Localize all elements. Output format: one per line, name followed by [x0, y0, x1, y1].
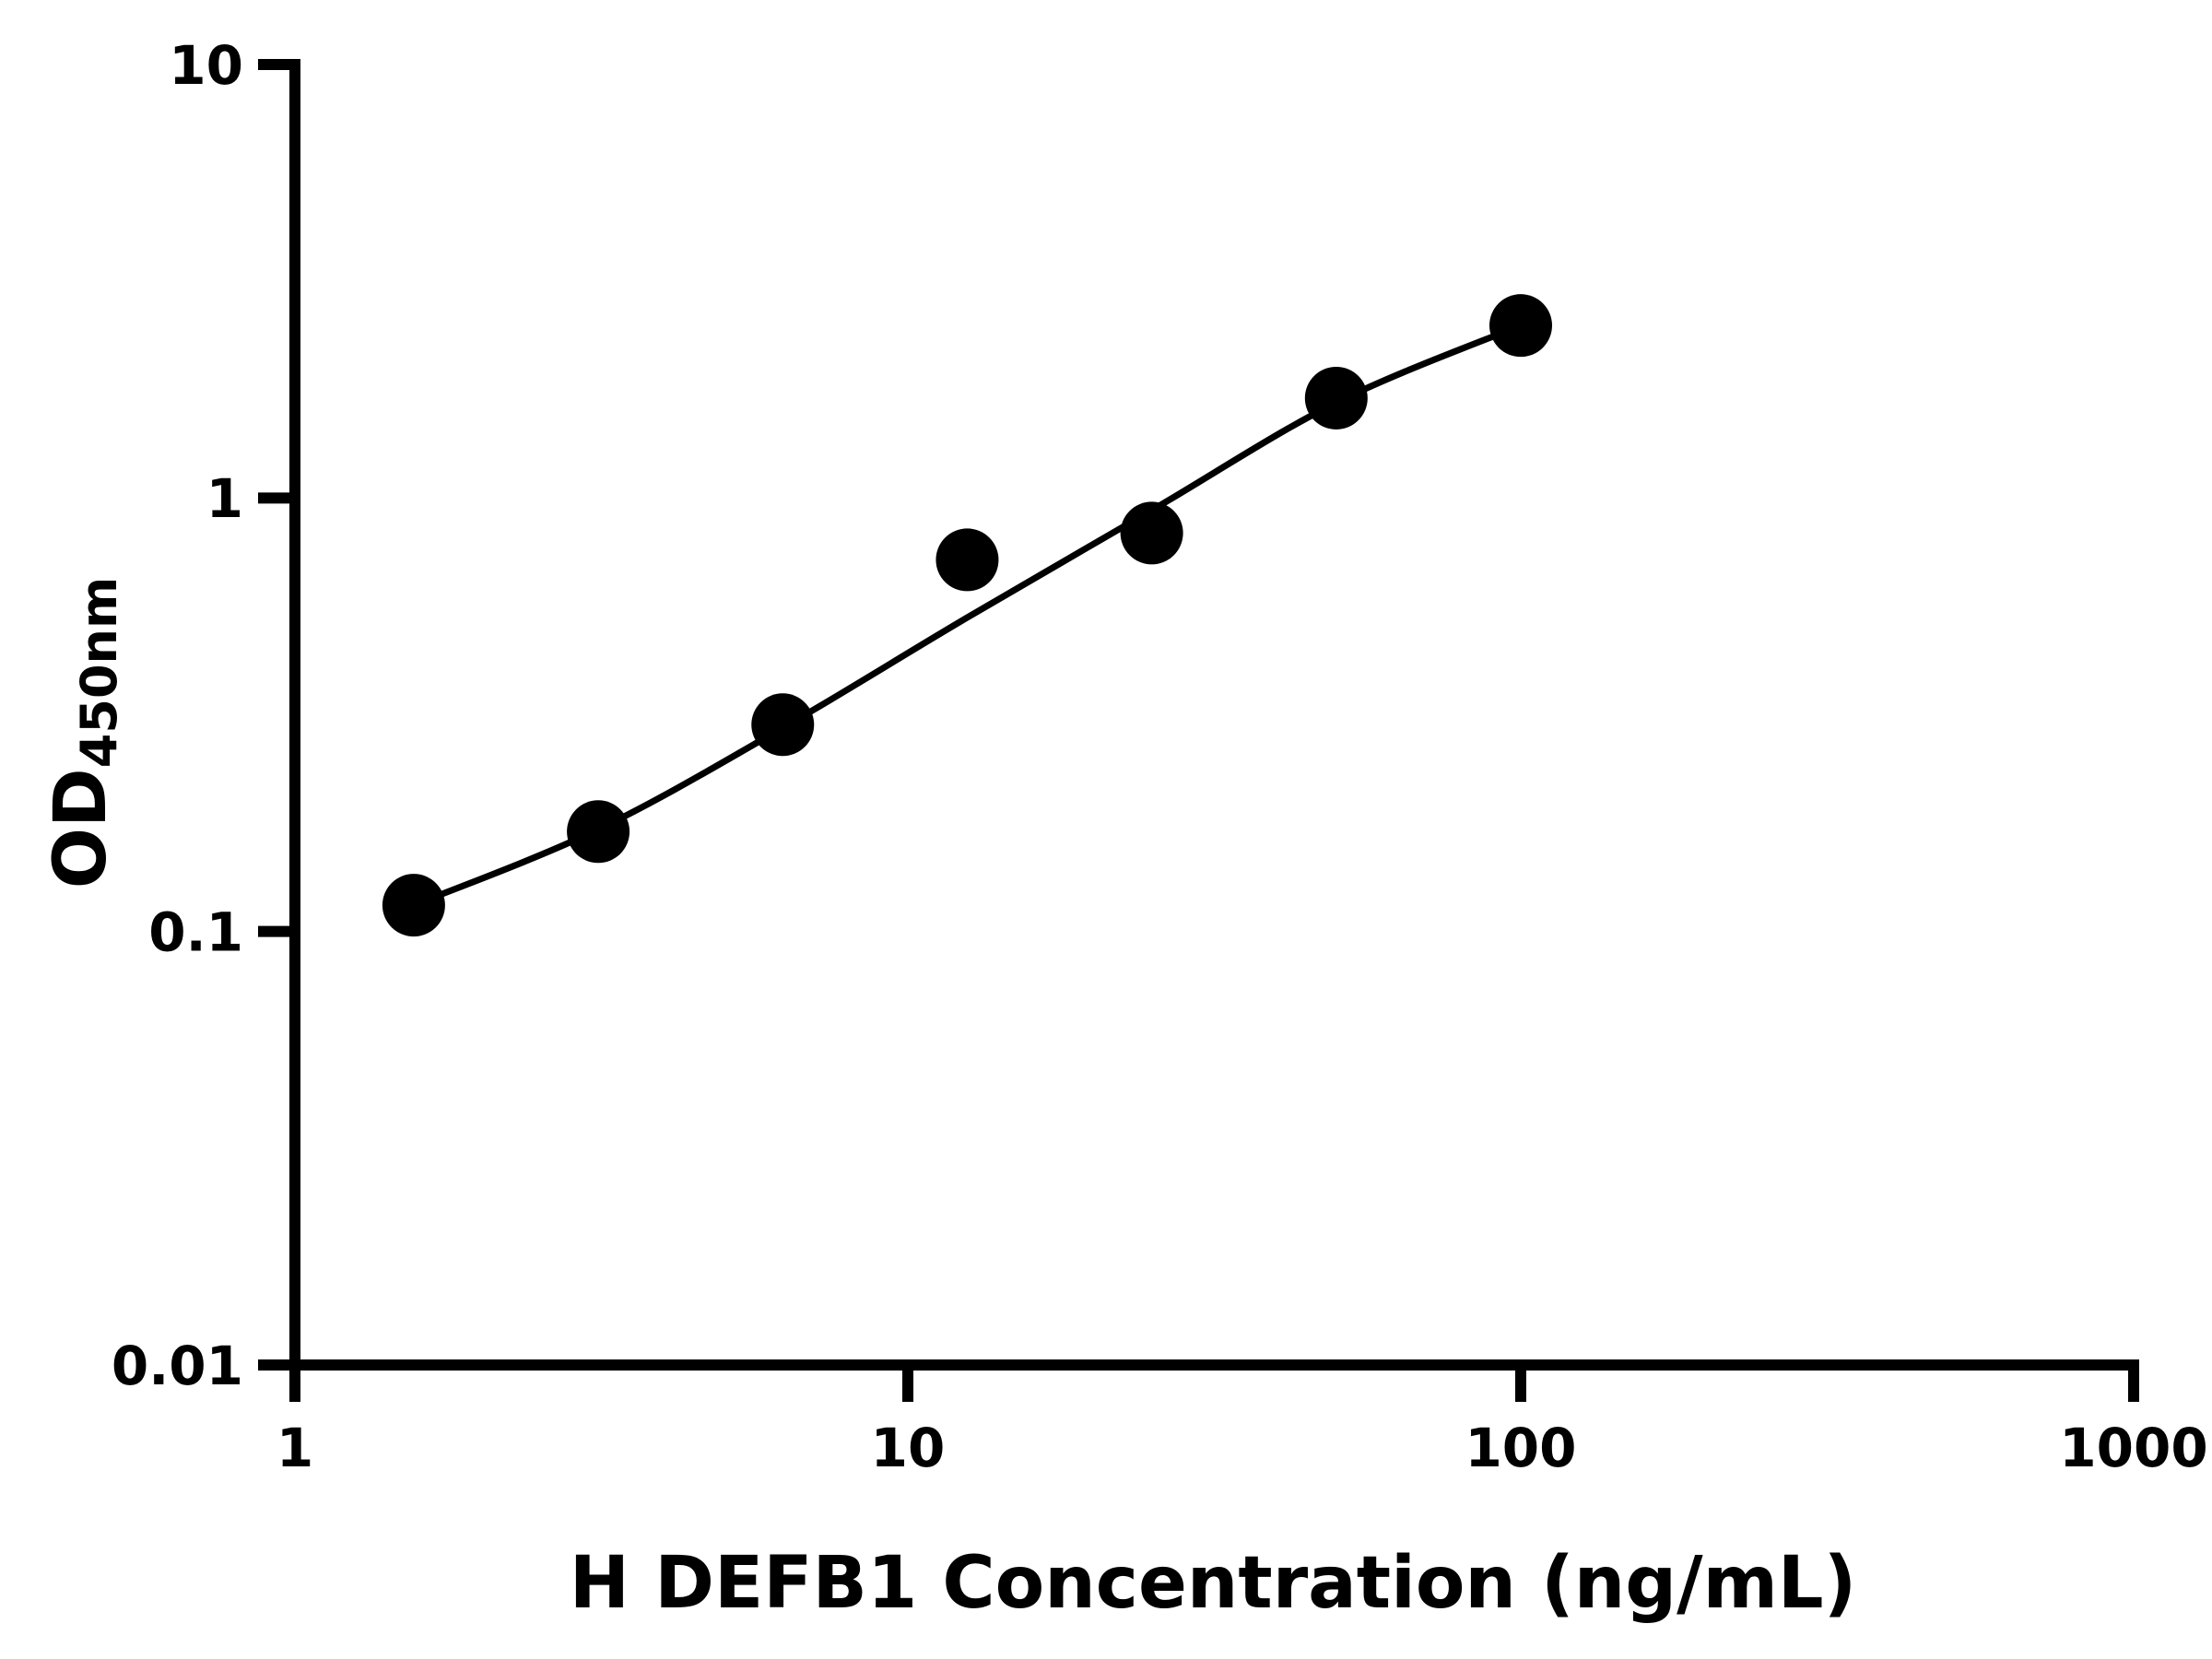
data-point [751, 693, 815, 757]
x-tick-label: 1 [276, 1417, 313, 1479]
x-tick-label: 10 [871, 1417, 946, 1479]
y-axis-title-sub: 450nm [69, 576, 128, 769]
y-tick-label: 1 [206, 467, 243, 530]
data-point [1489, 294, 1552, 358]
y-axis-title: OD450nm [40, 577, 128, 889]
y-tick-label: 0.1 [148, 901, 243, 964]
data-point [935, 528, 999, 592]
data-point [1304, 366, 1368, 429]
y-tick-label: 0.01 [112, 1335, 243, 1397]
y-tick-label: 10 [169, 34, 243, 97]
data-point [1120, 501, 1183, 565]
x-axis-title: H DEFB1 Concentration (ng/mL) [569, 1542, 1857, 1625]
y-axis-title-main: OD [40, 768, 123, 889]
data-point [382, 874, 445, 937]
x-tick-label: 100 [1465, 1417, 1576, 1479]
x-tick-label: 1000 [2059, 1417, 2207, 1479]
data-point [567, 800, 630, 864]
